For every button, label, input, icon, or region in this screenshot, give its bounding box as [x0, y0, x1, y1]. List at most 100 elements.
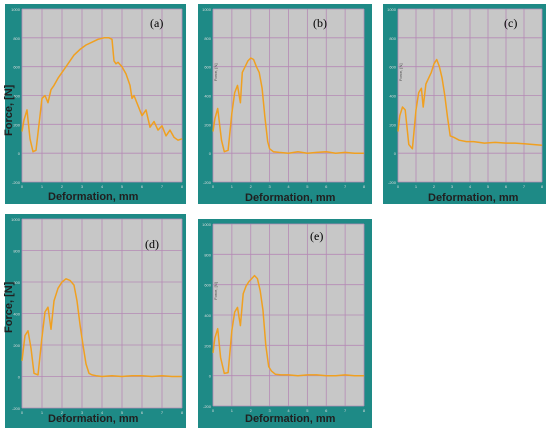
- y-tick-label: -200: [12, 406, 21, 411]
- x-tick-label: 1: [41, 410, 44, 415]
- x-tick-label: 7: [344, 184, 347, 189]
- x-tick-label: 7: [344, 408, 347, 413]
- panel-label: (e): [310, 229, 323, 243]
- chart-panel-a: -200 0 200 400 600 800 1000 0 1 2 3 4 5 6 7 8 (a): [5, 4, 186, 204]
- y-tick-label: 800: [204, 36, 211, 41]
- x-tick-label: 5: [121, 184, 124, 189]
- x-tick-label: 7: [161, 410, 164, 415]
- x-tick-label: 2: [250, 184, 253, 189]
- y-tick-label: 1000: [202, 7, 212, 12]
- x-tick-label: 4: [287, 408, 290, 413]
- y-tick-label: 600: [204, 283, 211, 288]
- x-tick-label: 5: [306, 184, 309, 189]
- x-tick-label: 8: [363, 408, 366, 413]
- y-tick-label: 400: [389, 94, 396, 99]
- x-tick-label: 2: [433, 184, 436, 189]
- x-tick-label: 5: [487, 184, 490, 189]
- inner-ylabel: Force, [N]: [213, 282, 218, 300]
- x-tick-label: 2: [250, 408, 253, 413]
- y-tick-label: 400: [13, 312, 20, 317]
- x-tick-label: 1: [231, 408, 234, 413]
- x-tick-label: 6: [505, 184, 508, 189]
- series-line: [21, 37, 183, 153]
- y-tick-label: -200: [12, 180, 21, 185]
- chart-panel-b: -200 0 200 400 600 800 1000 0 1 2 3 4 5 6 7 8 Force, [N]…: [198, 4, 372, 204]
- y-tick-label: 600: [13, 65, 20, 70]
- y-tick-label: 1000: [11, 217, 21, 222]
- y-tick-label: 1000: [387, 7, 397, 12]
- x-tick-label: 4: [101, 184, 104, 189]
- x-tick-label: 6: [141, 184, 144, 189]
- y-tick-label: 0: [18, 151, 21, 156]
- inner-ylabel: Force, [N]: [398, 64, 403, 82]
- y-tick-label: 200: [204, 122, 211, 127]
- x-tick-label: 2: [61, 184, 64, 189]
- panel-label: (d): [145, 237, 159, 251]
- x-tick-label: 0: [212, 184, 215, 189]
- x-tick-label: 0: [212, 408, 215, 413]
- y-tick-label: 600: [204, 65, 211, 70]
- series-line: [397, 58, 543, 150]
- y-tick-label: 0: [209, 151, 212, 156]
- panel-label: (c): [504, 16, 517, 30]
- y-tick-label: 200: [389, 122, 396, 127]
- x-tick-label: 3: [81, 184, 84, 189]
- y-tick-label: 200: [13, 122, 20, 127]
- y-tick-label: 600: [13, 280, 20, 285]
- x-tick-label: 6: [141, 410, 144, 415]
- y-tick-label: 0: [18, 375, 21, 380]
- y-tick-label: -200: [388, 180, 397, 185]
- x-tick-label: 8: [363, 184, 366, 189]
- x-tick-label: 0: [21, 184, 24, 189]
- x-tick-label: 3: [269, 408, 272, 413]
- xlabel-b: Deformation, mm: [245, 192, 336, 204]
- y-tick-label: 800: [389, 36, 396, 41]
- y-tick-label: 800: [13, 36, 20, 41]
- x-tick-label: 8: [181, 184, 184, 189]
- panel-label: (a): [150, 16, 163, 30]
- series-line: [21, 278, 182, 378]
- y-tick-label: 1000: [202, 222, 212, 227]
- x-tick-label: 5: [121, 410, 124, 415]
- y-tick-label: 0: [394, 151, 397, 156]
- y-tick-label: 0: [209, 374, 212, 379]
- y-tick-label: 600: [389, 65, 396, 70]
- x-tick-label: 8: [181, 410, 184, 415]
- panel-label: (b): [313, 16, 327, 30]
- y-tick-label: 200: [204, 343, 211, 348]
- y-tick-label: 200: [13, 343, 20, 348]
- x-tick-label: 2: [61, 410, 64, 415]
- series-line: [212, 57, 364, 154]
- x-tick-label: 0: [21, 410, 24, 415]
- chart-panel-e: -200 0 200 400 600 800 1000 0 1 2 3 4 5 6 7 8 Force, [N]…: [198, 219, 372, 428]
- ylabel-a: Force, [N]: [3, 84, 15, 136]
- xlabel-a: Deformation, mm: [48, 191, 139, 203]
- x-tick-label: 7: [523, 184, 526, 189]
- x-tick-label: 6: [325, 184, 328, 189]
- xlabel-c: Deformation, mm: [428, 192, 519, 204]
- chart-panel-d: -200 0 200 400 600 800 1000 0 1 2 3 4 5 6 7 8 (d): [5, 214, 186, 428]
- series-line: [212, 274, 364, 377]
- x-tick-label: 8: [541, 184, 544, 189]
- chart-panel-c: -200 0 200 400 600 800 1000 0 1 2 3 4 5 6 7 8 Force, [N]…: [383, 4, 546, 204]
- inner-ylabel: Force, [N]: [213, 64, 218, 82]
- xlabel-e: Deformation, mm: [245, 413, 336, 425]
- ylabel-d: Force, [N]: [3, 281, 15, 333]
- x-tick-label: 1: [231, 184, 234, 189]
- y-tick-label: 400: [13, 94, 20, 99]
- y-tick-label: -200: [203, 404, 212, 409]
- x-tick-label: 1: [41, 184, 44, 189]
- x-tick-label: 0: [397, 184, 400, 189]
- y-tick-label: 400: [204, 94, 211, 99]
- y-tick-label: 400: [204, 313, 211, 318]
- x-tick-label: 3: [269, 184, 272, 189]
- x-tick-label: 5: [306, 408, 309, 413]
- y-tick-label: -200: [203, 180, 212, 185]
- x-tick-label: 3: [451, 184, 454, 189]
- x-tick-label: 4: [101, 410, 104, 415]
